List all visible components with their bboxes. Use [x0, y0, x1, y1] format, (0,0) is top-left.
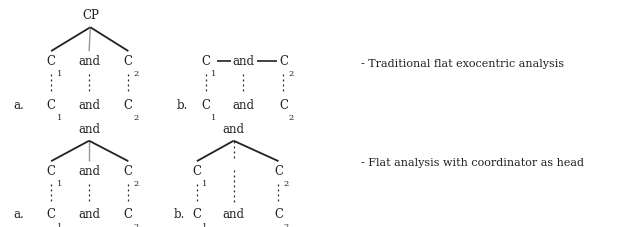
Text: 2: 2 — [134, 70, 139, 78]
Text: 2: 2 — [134, 180, 139, 188]
Text: C: C — [47, 55, 55, 68]
Text: C: C — [201, 99, 210, 112]
Text: C: C — [279, 99, 288, 112]
Text: C: C — [274, 165, 283, 178]
Text: C: C — [47, 208, 55, 221]
Text: 2: 2 — [284, 223, 289, 227]
Text: b.: b. — [173, 208, 184, 221]
Text: and: and — [232, 55, 254, 68]
Text: C: C — [47, 99, 55, 112]
Text: CP: CP — [82, 9, 99, 22]
Text: and: and — [78, 55, 100, 68]
Text: 2: 2 — [289, 114, 294, 122]
Text: C: C — [193, 165, 201, 178]
Text: and: and — [222, 208, 245, 221]
Text: 1: 1 — [202, 180, 207, 188]
Text: a.: a. — [14, 208, 24, 221]
Text: and: and — [78, 99, 100, 112]
Text: and: and — [232, 99, 254, 112]
Text: and: and — [78, 165, 100, 178]
Text: C: C — [124, 165, 133, 178]
Text: C: C — [279, 55, 288, 68]
Text: C: C — [193, 208, 201, 221]
Text: 1: 1 — [57, 223, 62, 227]
Text: 1: 1 — [57, 70, 62, 78]
Text: 1: 1 — [211, 114, 216, 122]
Text: and: and — [78, 208, 100, 221]
Text: C: C — [274, 208, 283, 221]
Text: 1: 1 — [57, 180, 62, 188]
Text: and: and — [78, 123, 100, 136]
Text: 1: 1 — [57, 114, 62, 122]
Text: C: C — [124, 99, 133, 112]
Text: 2: 2 — [134, 114, 139, 122]
Text: and: and — [222, 123, 245, 136]
Text: 2: 2 — [284, 180, 289, 188]
Text: 2: 2 — [134, 223, 139, 227]
Text: C: C — [124, 208, 133, 221]
Text: - Flat analysis with coordinator as head: - Flat analysis with coordinator as head — [361, 158, 584, 168]
Text: - Traditional flat exocentric analysis: - Traditional flat exocentric analysis — [361, 59, 564, 69]
Text: C: C — [47, 165, 55, 178]
Text: C: C — [124, 55, 133, 68]
Text: C: C — [201, 55, 210, 68]
Text: a.: a. — [14, 99, 24, 112]
Text: 1: 1 — [202, 223, 207, 227]
Text: b.: b. — [176, 99, 188, 112]
Text: 2: 2 — [289, 70, 294, 78]
Text: 1: 1 — [211, 70, 216, 78]
